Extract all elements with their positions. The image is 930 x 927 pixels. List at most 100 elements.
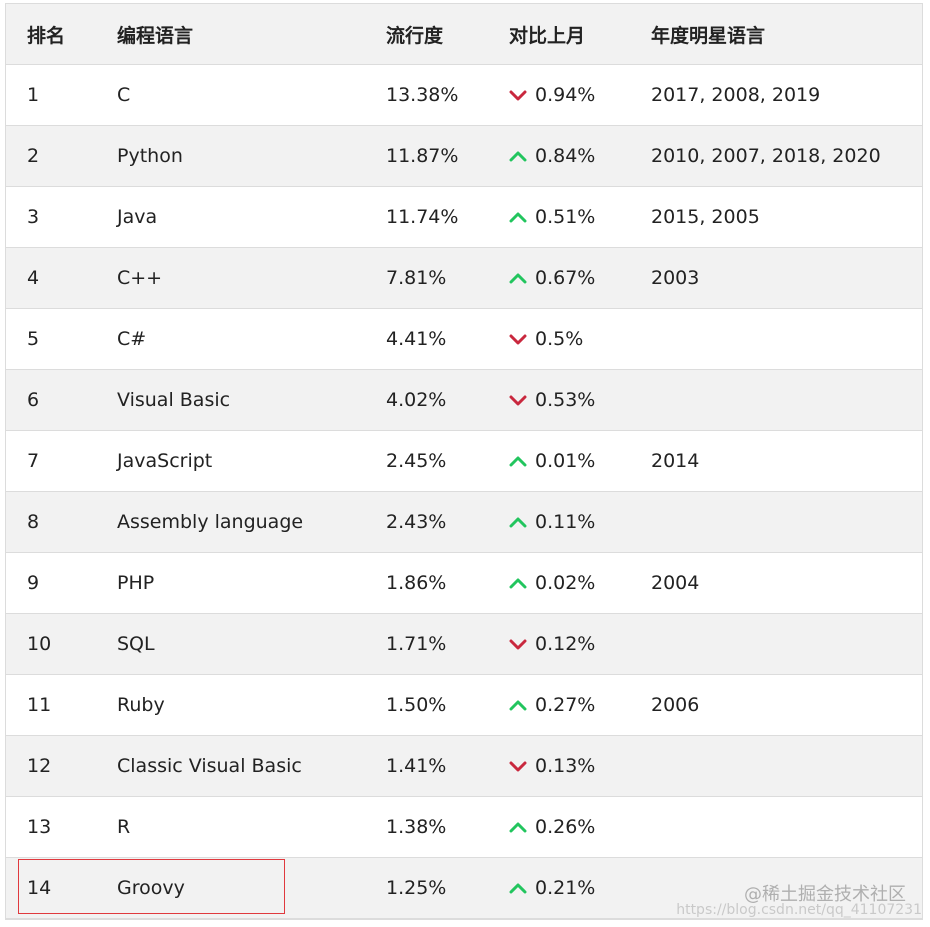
header-star-years: 年度明星语言: [651, 24, 766, 47]
change-value: 0.21%: [535, 877, 596, 899]
star-years-cell: 2003: [651, 267, 700, 289]
star-years-cell: 2004: [651, 572, 700, 594]
table-row: 8 Assembly language 2.43% 0.11%: [6, 492, 922, 553]
rank-cell: 8: [27, 511, 40, 533]
language-cell: Python: [117, 145, 183, 167]
language-cell: C++: [117, 267, 163, 289]
table-header-row: 排名 编程语言 流行度 对比上月 年度明星语言: [6, 4, 922, 65]
popularity-cell: 11.74%: [386, 206, 459, 228]
star-years-cell: 2014: [651, 450, 700, 472]
change-value: 0.01%: [535, 450, 596, 472]
table-body: 1 C 13.38% 0.94% 2017, 2008, 2019 2 Python 11.8…: [6, 65, 922, 919]
change-cell: 0.02%: [488, 572, 630, 594]
change-value: 0.5%: [535, 328, 584, 350]
arrow-up-icon: [509, 150, 527, 162]
arrow-up-icon: [509, 882, 527, 894]
change-cell: 0.84%: [488, 145, 630, 167]
rank-cell: 5: [27, 328, 40, 350]
rank-cell: 3: [27, 206, 40, 228]
popularity-cell: 7.81%: [386, 267, 447, 289]
header-popularity: 流行度: [386, 24, 444, 47]
arrow-down-icon: [509, 760, 527, 772]
language-cell: C: [117, 84, 131, 106]
change-cell: 0.27%: [488, 694, 630, 716]
arrow-up-icon: [509, 699, 527, 711]
change-value: 0.53%: [535, 389, 596, 411]
rank-cell: 14: [27, 877, 52, 899]
header-rank: 排名: [27, 24, 66, 47]
table-row: 2 Python 11.87% 0.84% 2010, 2007, 2018, 2020: [6, 126, 922, 187]
change-value: 0.84%: [535, 145, 596, 167]
rank-cell: 6: [27, 389, 40, 411]
popularity-cell: 1.86%: [386, 572, 447, 594]
change-cell: 0.51%: [488, 206, 630, 228]
star-years-cell: 2015, 2005: [651, 206, 760, 228]
rank-cell: 1: [27, 84, 40, 106]
arrow-down-icon: [509, 394, 527, 406]
change-cell: 0.67%: [488, 267, 630, 289]
arrow-up-icon: [509, 211, 527, 223]
change-cell: 0.53%: [488, 389, 630, 411]
popularity-cell: 4.02%: [386, 389, 447, 411]
language-cell: Ruby: [117, 694, 165, 716]
change-cell: 0.21%: [488, 877, 630, 899]
popularity-cell: 1.25%: [386, 877, 447, 899]
change-cell: 0.5%: [488, 328, 630, 350]
change-cell: 0.12%: [488, 633, 630, 655]
popularity-cell: 2.45%: [386, 450, 447, 472]
language-cell: PHP: [117, 572, 155, 594]
popularity-cell: 2.43%: [386, 511, 447, 533]
change-value: 0.13%: [535, 755, 596, 777]
change-value: 0.94%: [535, 84, 596, 106]
arrow-up-icon: [509, 272, 527, 284]
change-cell: 0.13%: [488, 755, 630, 777]
language-cell: Java: [117, 206, 158, 228]
language-cell: Assembly language: [117, 511, 304, 533]
language-cell: JavaScript: [117, 450, 213, 472]
change-cell: 0.94%: [488, 84, 630, 106]
arrow-up-icon: [509, 821, 527, 833]
table-row: 13 R 1.38% 0.26%: [6, 797, 922, 858]
header-change: 对比上月: [509, 24, 586, 47]
watermark-url: https://blog.csdn.net/qq_41107231: [676, 902, 922, 918]
popularity-cell: 4.41%: [386, 328, 447, 350]
popularity-cell: 1.71%: [386, 633, 447, 655]
star-years-cell: 2010, 2007, 2018, 2020: [651, 145, 881, 167]
arrow-down-icon: [509, 333, 527, 345]
change-cell: 0.26%: [488, 816, 630, 838]
arrow-down-icon: [509, 638, 527, 650]
table-row: 9 PHP 1.86% 0.02% 2004: [6, 553, 922, 614]
rank-cell: 12: [27, 755, 52, 777]
change-value: 0.51%: [535, 206, 596, 228]
table-row: 4 C++ 7.81% 0.67% 2003: [6, 248, 922, 309]
rank-cell: 9: [27, 572, 40, 594]
table-row: 3 Java 11.74% 0.51% 2015, 2005: [6, 187, 922, 248]
table-row: 7 JavaScript 2.45% 0.01% 2014: [6, 431, 922, 492]
table-row: 11 Ruby 1.50% 0.27% 2006: [6, 675, 922, 736]
language-cell: C#: [117, 328, 147, 350]
rank-cell: 10: [27, 633, 52, 655]
change-value: 0.27%: [535, 694, 596, 716]
star-years-cell: 2006: [651, 694, 700, 716]
language-cell: SQL: [117, 633, 155, 655]
arrow-up-icon: [509, 577, 527, 589]
language-cell: Groovy: [117, 877, 185, 899]
arrow-down-icon: [509, 89, 527, 101]
change-value: 0.11%: [535, 511, 596, 533]
language-ranking-table: 排名 编程语言 流行度 对比上月 年度明星语言 1 C 13.38% 0.94% 201…: [5, 3, 923, 920]
rank-cell: 2: [27, 145, 40, 167]
arrow-up-icon: [509, 455, 527, 467]
rank-cell: 4: [27, 267, 40, 289]
language-cell: R: [117, 816, 131, 838]
popularity-cell: 1.38%: [386, 816, 447, 838]
table-row: 14 Groovy 1.25% 0.21%: [6, 858, 922, 919]
popularity-cell: 1.50%: [386, 694, 447, 716]
language-cell: Classic Visual Basic: [117, 755, 302, 777]
popularity-cell: 1.41%: [386, 755, 447, 777]
table-row: 10 SQL 1.71% 0.12%: [6, 614, 922, 675]
rank-cell: 11: [27, 694, 52, 716]
watermark-text: @稀土掘金技术社区: [744, 884, 906, 905]
rank-cell: 7: [27, 450, 40, 472]
change-cell: 0.11%: [488, 511, 630, 533]
table-row: 5 C# 4.41% 0.5%: [6, 309, 922, 370]
